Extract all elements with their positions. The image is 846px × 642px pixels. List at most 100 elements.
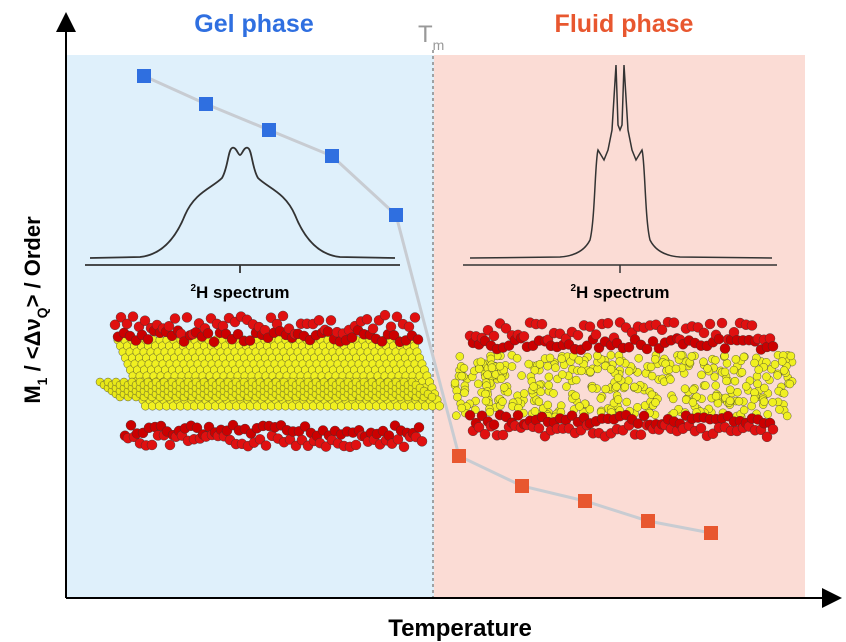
atom [464, 410, 476, 421]
atom [388, 330, 400, 341]
atom [566, 410, 578, 421]
atom [767, 424, 779, 435]
atom [350, 439, 362, 451]
atom [191, 422, 203, 433]
atom [623, 342, 635, 353]
atom [767, 341, 779, 352]
atom [457, 371, 466, 381]
fluid-title: Fluid phase [555, 10, 694, 38]
atom [497, 374, 506, 383]
atom [596, 394, 606, 403]
atom [460, 388, 469, 397]
atom [127, 311, 139, 322]
atom [762, 372, 771, 381]
atom [572, 330, 584, 341]
atom [687, 352, 696, 361]
atom [520, 389, 529, 398]
atom [746, 320, 758, 331]
atom [500, 323, 512, 334]
atom [701, 381, 710, 390]
atom [601, 384, 610, 394]
atom [543, 400, 553, 410]
atom [753, 379, 762, 389]
atom [535, 360, 545, 369]
spectrum-label: 2H spectrum [190, 283, 289, 302]
atom [581, 340, 593, 351]
gel-points [137, 69, 403, 222]
atom [543, 361, 552, 371]
atom [759, 397, 769, 406]
atom [412, 334, 424, 345]
atom [620, 382, 630, 392]
atom [606, 365, 616, 374]
atom [730, 376, 740, 386]
atom [725, 396, 735, 406]
atom [517, 371, 526, 380]
atom [202, 328, 214, 339]
atom [729, 365, 739, 375]
atom [533, 423, 545, 434]
atom [785, 379, 795, 389]
atom [499, 383, 509, 392]
atom [485, 407, 494, 417]
y-label: M1 / <ΔνQ> / Order [20, 216, 50, 404]
atom [109, 319, 121, 331]
atom [622, 397, 631, 407]
atom [624, 367, 634, 376]
atom [671, 364, 681, 374]
atom [453, 392, 462, 402]
atom [699, 357, 708, 366]
fluid-spectrum [463, 64, 777, 273]
atom [630, 382, 639, 392]
atom [488, 330, 500, 342]
atom [733, 388, 742, 397]
atom [572, 375, 581, 385]
atom [427, 392, 437, 402]
atom [779, 389, 789, 398]
membranes [95, 309, 797, 453]
atom [689, 385, 698, 394]
atom [163, 321, 175, 332]
atom [590, 329, 602, 340]
atom [586, 367, 595, 376]
atom [507, 362, 517, 371]
atom [633, 403, 642, 412]
atom [125, 420, 137, 431]
tm-label: Tm [418, 21, 444, 53]
atom [549, 389, 558, 398]
atom [530, 366, 539, 375]
atom [497, 429, 509, 441]
atom [367, 323, 379, 334]
atom [606, 351, 616, 360]
atom [181, 312, 193, 323]
atom [593, 351, 602, 360]
atom [524, 359, 533, 369]
atom [739, 405, 749, 415]
atom [613, 373, 623, 383]
atom [164, 439, 176, 451]
atom [487, 363, 497, 372]
atom [734, 397, 744, 406]
atom [710, 372, 719, 381]
atom [313, 315, 325, 326]
gel-spectrum [85, 146, 400, 273]
x-label: Temperature [388, 615, 532, 642]
atom [722, 376, 731, 386]
atom [346, 332, 358, 343]
atom [398, 441, 410, 453]
atom [760, 383, 769, 393]
atom [409, 312, 421, 323]
atom [713, 398, 723, 408]
atom [518, 331, 530, 342]
atom [770, 360, 780, 369]
atom [656, 324, 668, 335]
atom [571, 391, 580, 401]
atom [778, 357, 787, 366]
atom [577, 366, 586, 376]
atom [641, 343, 653, 355]
atom [455, 352, 465, 361]
atom [613, 395, 623, 404]
gel-title: Gel phase [194, 10, 314, 38]
atom [761, 431, 773, 443]
atom [474, 379, 483, 389]
